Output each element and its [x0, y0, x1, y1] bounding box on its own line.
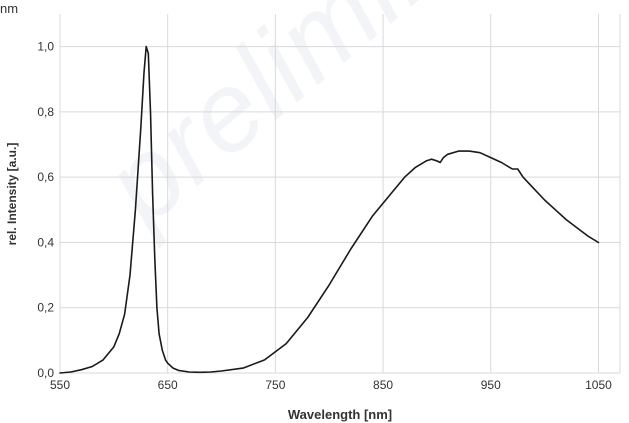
axis-layer: 0,0 0,2 0,4 0,6 0,8 1,0 550 650 750 850 950 1050: [37, 40, 612, 392]
grid-layer: [59, 14, 621, 374]
corner-unit-label: nm: [0, 1, 19, 16]
x-tick-label: 1050: [585, 378, 612, 392]
x-tick-label: 650: [158, 378, 178, 392]
x-tick-label: 550: [50, 378, 70, 392]
y-axis-title: rel. Intensity [a.u.]: [5, 143, 19, 246]
x-tick-label: 950: [481, 378, 501, 392]
y-tick-label: 0,8: [37, 105, 54, 119]
y-tick-label: 0,2: [37, 301, 54, 315]
y-tick-label: 0,0: [37, 366, 54, 380]
y-tick-label: 0,6: [37, 170, 54, 184]
x-tick-label: 750: [265, 378, 285, 392]
label-layer: Wavelength [nm] rel. Intensity [a.u.]: [5, 143, 392, 422]
y-tick-label: 1,0: [37, 40, 54, 54]
x-tick-label: 850: [373, 378, 393, 392]
series-layer: [59, 45, 600, 374]
x-axis-title: Wavelength [nm]: [288, 407, 392, 422]
y-tick-label: 0,4: [37, 235, 54, 249]
spectrum-line: [59, 45, 600, 374]
